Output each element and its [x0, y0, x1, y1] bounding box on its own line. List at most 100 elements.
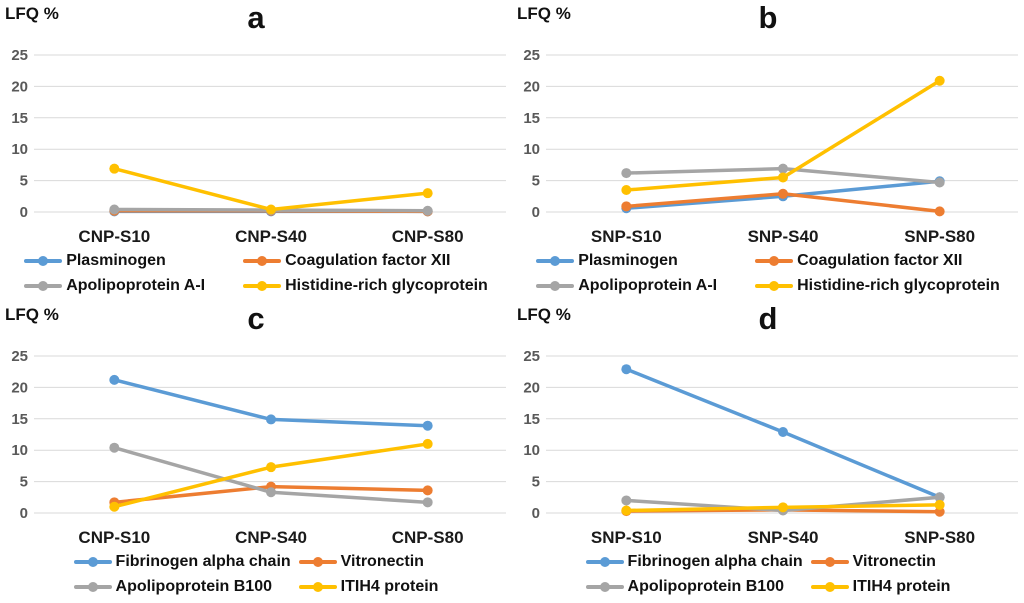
y-tick-label: 0	[532, 505, 540, 522]
legend-label: Plasminogen	[66, 252, 166, 269]
y-tick-label: 25	[523, 47, 540, 64]
y-tick-label: 20	[11, 379, 28, 396]
y-tick-label: 5	[20, 474, 28, 491]
legend-item: Plasminogen	[24, 250, 205, 272]
legend-item: Histidine-rich glycoprotein	[755, 275, 1000, 297]
x-category-label: CNP-S10	[78, 227, 150, 246]
legend-label: ITIH4 protein	[852, 578, 951, 595]
y-tick-label: 0	[20, 505, 28, 522]
x-category-label: CNP-S80	[392, 528, 464, 547]
series-marker	[109, 442, 120, 453]
series-marker	[621, 495, 632, 506]
legend-dot-icon	[599, 557, 610, 567]
legend-line-marker-icon	[585, 582, 624, 592]
series-marker	[266, 414, 276, 425]
chart-legend-b: Plasminogen Coagulation factor XII Apolipo…	[512, 248, 1024, 297]
panel-a: LFQ % a 0 5 10 15 20 25 CNP-S10 CNP-S40 CNP-S80 …	[0, 0, 512, 301]
y-tick-label: 10	[523, 442, 540, 459]
legend-line-marker-icon	[810, 582, 849, 592]
panel-a-header: LFQ % a	[0, 0, 512, 36]
legend-label: Plasminogen	[578, 252, 678, 269]
legend-line-marker-icon	[585, 557, 624, 567]
y-tick-label: 20	[523, 78, 540, 95]
legend-label: Apolipoprotein A-I	[66, 277, 206, 294]
legend-label: Apolipoprotein A-I	[578, 277, 718, 294]
y-tick-label: 15	[11, 411, 28, 428]
legend-dot-icon	[550, 281, 561, 291]
legend-item: Histidine-rich glycoprotein	[243, 275, 488, 297]
x-category-label: SNP-S10	[591, 528, 662, 547]
series-marker	[778, 172, 788, 183]
legend-item: Fibrinogen alpha chain	[585, 551, 803, 573]
x-category-label: CNP-S80	[392, 227, 464, 246]
legend-label: Apolipoprotein B100	[115, 578, 272, 595]
legend-line-marker-icon	[73, 582, 112, 592]
series-marker	[266, 487, 276, 498]
legend-dot-icon	[769, 256, 780, 266]
series-marker	[109, 501, 120, 512]
series-marker	[266, 462, 276, 473]
series-marker	[422, 485, 433, 496]
panel-b: LFQ % b 0 5 10 15 20 25 SNP-S10 SNP-S40 SNP-S80 …	[512, 0, 1024, 301]
series-marker	[621, 185, 632, 196]
legend-item: Apolipoprotein A-I	[536, 275, 717, 297]
legend-item: Fibrinogen alpha chain	[73, 551, 291, 573]
legend-dot-icon	[599, 582, 610, 592]
series-marker	[934, 206, 945, 217]
panel-c-header: LFQ % c	[0, 301, 512, 337]
legend-item: Plasminogen	[536, 250, 717, 272]
series-marker	[266, 204, 276, 215]
series-marker	[422, 438, 433, 449]
line-chart-d: 0 5 10 15 20 25 SNP-S10 SNP-S40 SNP-S80	[523, 348, 1018, 547]
series-marker	[422, 205, 433, 216]
panel-d: LFQ % d 0 5 10 15 20 25 SNP-S10 SNP-S40 SNP-S80 …	[512, 301, 1024, 603]
y-tick-label: 5	[20, 173, 28, 190]
y-axis-title: LFQ %	[5, 305, 59, 324]
y-tick-label: 25	[523, 348, 540, 365]
series-marker	[422, 497, 433, 508]
legend-dot-icon	[312, 582, 323, 592]
y-tick-label: 20	[11, 78, 28, 95]
legend-item: ITIH4 protein	[810, 576, 951, 598]
x-category-label: CNP-S40	[235, 528, 307, 547]
legend-item: Apolipoprotein A-I	[24, 275, 205, 297]
legend-line-marker-icon	[536, 256, 575, 266]
x-category-label: CNP-S10	[78, 528, 150, 547]
legend-item: Apolipoprotein B100	[73, 576, 291, 598]
series-marker	[778, 163, 788, 174]
series-line	[112, 166, 430, 212]
legend-label: Histidine-rich glycoprotein	[797, 277, 1000, 294]
y-axis-title: LFQ %	[517, 4, 571, 23]
legend-line-marker-icon	[810, 557, 849, 567]
series-marker	[778, 502, 788, 513]
legend-label: Vitronectin	[340, 553, 424, 570]
series-marker	[109, 163, 120, 174]
y-axis-title: LFQ %	[5, 4, 59, 23]
series-marker	[934, 499, 945, 510]
y-tick-label: 25	[11, 47, 28, 64]
legend-line-marker-icon	[298, 557, 337, 567]
chart-legend-a: Plasminogen Coagulation factor XII Apolipo…	[0, 248, 512, 297]
series-marker	[934, 506, 945, 517]
x-category-label: CNP-S40	[235, 227, 307, 246]
y-tick-label: 5	[532, 173, 540, 190]
legend-item: ITIH4 protein	[298, 576, 438, 598]
legend-dot-icon	[87, 582, 98, 592]
series-marker	[109, 204, 120, 215]
legend-dot-icon	[38, 281, 49, 291]
legend-dot-icon	[257, 256, 268, 266]
legend-item: Coagulation factor XII	[755, 250, 1000, 272]
series-marker	[934, 75, 945, 86]
legend-line-marker-icon	[243, 256, 282, 266]
y-tick-label: 20	[523, 379, 540, 396]
legend-line-marker-icon	[24, 256, 63, 266]
legend-item: Vitronectin	[298, 551, 439, 573]
legend-dot-icon	[38, 256, 49, 266]
legend-line-marker-icon	[243, 281, 282, 291]
x-category-label: SNP-S80	[904, 528, 975, 547]
legend-dot-icon	[824, 557, 835, 567]
legend-line-marker-icon	[73, 557, 112, 567]
series-marker	[621, 201, 632, 212]
x-category-label: SNP-S10	[591, 227, 662, 246]
y-tick-label: 0	[532, 204, 540, 221]
